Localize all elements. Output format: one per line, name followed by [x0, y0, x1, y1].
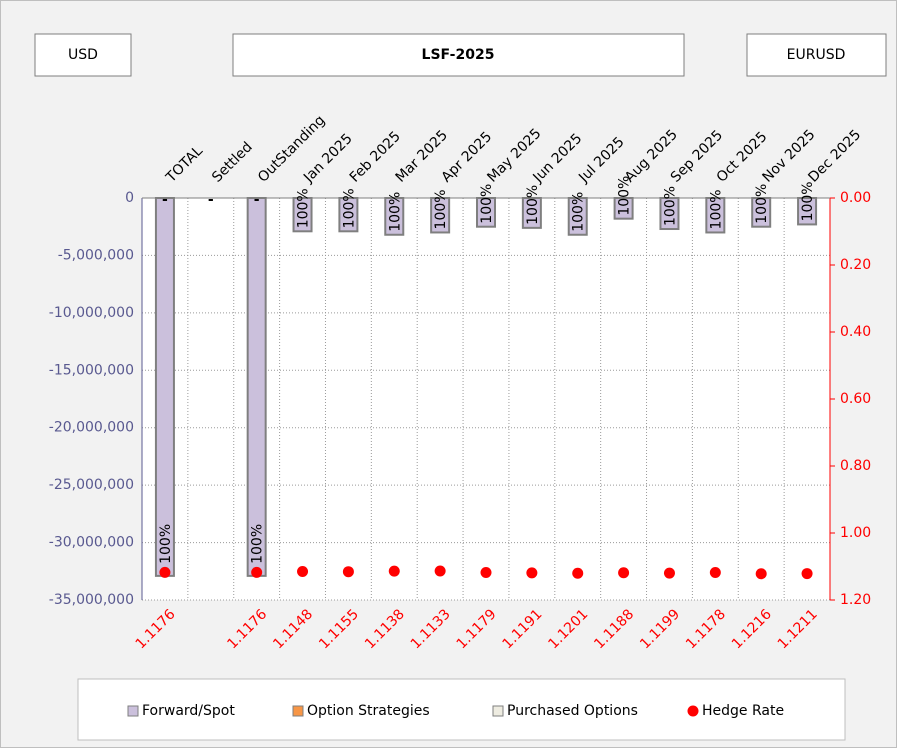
y2-tick-label: 0.80: [840, 458, 871, 474]
currency-box: [34, 33, 132, 77]
bar: [521, 197, 542, 229]
y-tick-label: -10,000,000: [49, 305, 134, 321]
legend-swatch: [492, 705, 504, 717]
bar: [659, 197, 680, 231]
y-tick-label: -35,000,000: [49, 592, 134, 608]
top-label: -: [162, 192, 168, 208]
bar: [476, 197, 496, 228]
bar-label: 100%: [479, 184, 495, 224]
legend-label: Option Strategies: [307, 703, 430, 719]
y-tick-label: -25,000,000: [49, 477, 134, 493]
top-label: -: [208, 192, 214, 208]
bar-label: 100%: [296, 188, 312, 228]
bar-label: 100%: [525, 185, 541, 225]
bar: [292, 197, 313, 233]
y-tick-label: 0: [125, 190, 134, 206]
legend-swatch: [127, 705, 139, 717]
legend-label: Forward/Spot: [142, 703, 235, 719]
hedge-rate-dot: [709, 566, 721, 578]
bar: [430, 197, 451, 234]
legend-swatch: [687, 705, 699, 717]
hedge-rate-dot: [572, 567, 584, 579]
hedge-rate-dot: [526, 567, 538, 579]
currency: USD: [68, 47, 98, 63]
bar-label: 100%: [433, 189, 449, 229]
bar-label: 100%: [387, 192, 403, 232]
y2-tick-label: 0.20: [840, 257, 871, 273]
bar: [613, 197, 634, 220]
hedge-rate-dot: [159, 566, 171, 578]
bar-label: 100%: [754, 184, 770, 224]
bar-label: 100%: [617, 176, 633, 216]
bar-label: 100%: [662, 186, 678, 226]
bar-label: 100%: [341, 188, 357, 228]
bar: [797, 197, 818, 226]
y2-tick-label: 0.00: [840, 190, 871, 206]
bar-label: 100%: [250, 524, 266, 564]
hedge-rate-dot: [480, 566, 492, 578]
chart-title: LSF-2025: [422, 47, 495, 63]
hedge-rate-dot: [388, 565, 400, 577]
bar: [705, 197, 726, 234]
bar: [751, 197, 772, 228]
bar-label: 100%: [800, 181, 816, 221]
bar: [246, 197, 267, 577]
bar-label: 100%: [158, 524, 174, 564]
bar: [384, 197, 405, 236]
y-tick-label: -20,000,000: [49, 420, 134, 436]
y2-tick-label: 0.40: [840, 324, 871, 340]
title-box: [232, 33, 685, 77]
bar-label: 100%: [708, 189, 724, 229]
y-tick-label: -15,000,000: [49, 362, 134, 378]
legend-label: Hedge Rate: [702, 703, 784, 719]
hedge-rate-dot: [342, 566, 354, 578]
y2-tick-label: 0.60: [840, 391, 871, 407]
bar: [567, 197, 588, 236]
plot-area: [142, 198, 830, 600]
hedge-rate-dot: [434, 565, 446, 577]
legend-label: Purchased Options: [507, 703, 638, 719]
hedge-rate-dot: [663, 567, 675, 579]
legend-swatch: [292, 705, 304, 717]
top-label: -: [254, 192, 260, 208]
hedge-rate-dot: [297, 565, 309, 577]
hedge-rate-dot: [801, 568, 813, 580]
y2-tick-label: 1.20: [840, 592, 871, 608]
y2-tick-label: 1.00: [840, 525, 871, 541]
y-tick-label: -30,000,000: [49, 535, 134, 551]
hedge-rate-dot: [251, 566, 263, 578]
legend: [77, 678, 846, 741]
pair-box: [746, 33, 887, 77]
bar: [154, 197, 175, 577]
hedge-rate-dot: [618, 567, 630, 579]
bar: [338, 197, 359, 233]
bar-label: 100%: [571, 192, 587, 232]
currency-pair: EURUSD: [787, 47, 846, 63]
hedge-rate-dot: [755, 568, 767, 580]
y-tick-label: -5,000,000: [58, 247, 134, 263]
